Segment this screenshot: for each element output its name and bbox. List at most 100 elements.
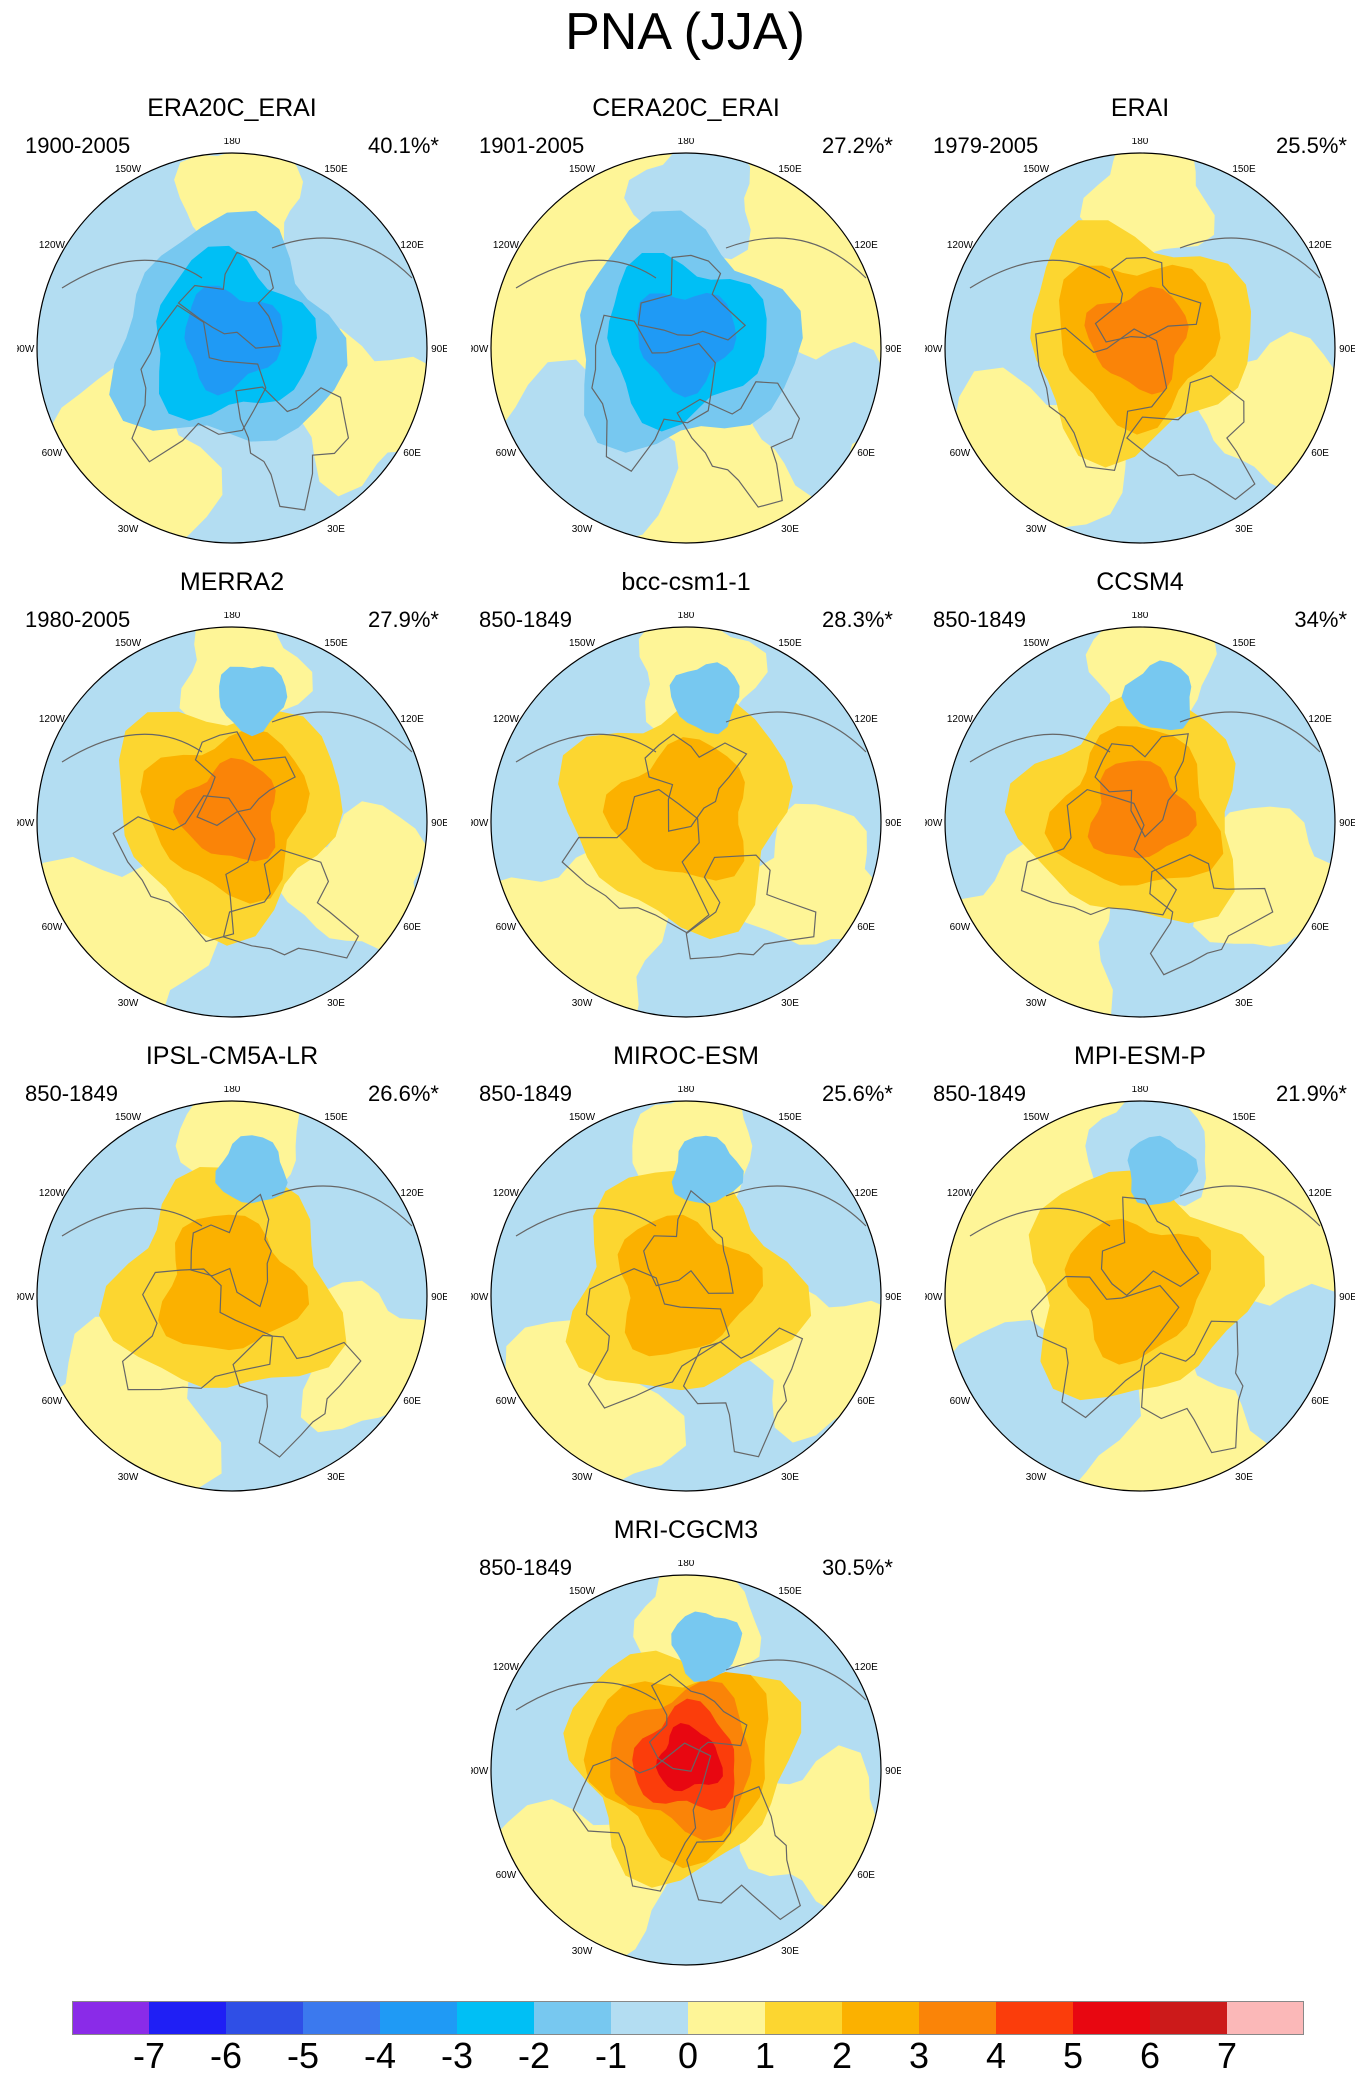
coastline	[515, 1681, 657, 1711]
colorbar-bin	[765, 2002, 843, 2034]
longitude-label: 90W	[17, 818, 35, 829]
coastline	[969, 259, 1111, 289]
polar-map: 180 150E 120E 90E 60E 30E 0 30W 60W 90W 120W 150W	[17, 1086, 447, 1501]
panel-title: MRI-CGCM3	[613, 1516, 759, 1544]
coastline	[572, 1742, 712, 1892]
colorbar-label: 4	[985, 2035, 1007, 2076]
colorbar	[72, 2001, 1304, 2035]
map-border	[36, 626, 428, 1018]
map-border	[944, 626, 1336, 1018]
longitude-label: 150W	[1023, 164, 1050, 175]
coastline	[1020, 788, 1178, 916]
longitude-label: 120W	[493, 1662, 520, 1673]
panel-title: CERA20C_ERAI	[592, 94, 780, 122]
longitude-label: 120E	[854, 1662, 878, 1673]
longitude-label: 30W	[572, 1472, 593, 1483]
colorbar-label: 2	[831, 2035, 853, 2076]
colorbar-bin	[72, 2002, 150, 2034]
longitude-label: 60W	[496, 1870, 517, 1881]
longitude-label: 60E	[857, 448, 875, 459]
colorbar-label: 7	[1216, 2035, 1238, 2076]
longitude-label: 60W	[42, 1396, 63, 1407]
coastline	[515, 259, 657, 289]
longitude-label: 60W	[42, 448, 63, 459]
anomaly-contour	[617, 1214, 763, 1357]
longitude-label: 150W	[115, 638, 142, 649]
longitude-label: 30W	[118, 1472, 139, 1483]
coastline	[686, 1785, 802, 1921]
longitude-label: 30E	[781, 1946, 799, 1957]
longitude-label: 120E	[1308, 240, 1332, 251]
longitude-label: 90W	[471, 818, 489, 829]
longitude-label: 180	[224, 138, 241, 147]
coastline	[643, 1189, 734, 1294]
longitude-label: 150E	[778, 1112, 802, 1123]
anomaly-contour	[1087, 760, 1197, 859]
longitude-label: 0	[1137, 552, 1143, 553]
longitude-label: 120W	[493, 714, 520, 725]
map-border	[944, 1100, 1336, 1492]
panel-variance: 25.5%*	[1276, 133, 1347, 158]
colorbar-labels: -7 -6 -5 -4 -3 -2 -1 0 1 2 3 4 5 6 7	[0, 2036, 1370, 2082]
panel-variance: 25.6%*	[822, 1081, 893, 1106]
longitude-label: 90W	[471, 1292, 489, 1303]
longitude-label: 150E	[778, 164, 802, 175]
coastline	[61, 1207, 203, 1237]
longitude-label: 0	[1137, 1026, 1143, 1027]
field-layer	[37, 627, 427, 1017]
longitude-label: 150E	[324, 1112, 348, 1123]
longitude-label: 60E	[403, 448, 421, 459]
coastline	[194, 731, 296, 827]
colorbar-bin	[919, 2002, 997, 2034]
secondary-center	[1127, 1135, 1199, 1206]
longitude-label: 150W	[569, 1112, 596, 1123]
panel-period: 1980-2005	[25, 607, 131, 632]
coastline	[969, 733, 1111, 763]
longitude-label: 120W	[947, 714, 974, 725]
coastline	[1140, 1320, 1244, 1454]
colorbar-bin	[842, 2002, 920, 2034]
longitude-label: 150E	[778, 1586, 802, 1597]
field-band	[729, 803, 881, 945]
colorbar-label: 6	[1139, 2035, 1161, 2076]
coastline	[1094, 256, 1202, 343]
colorbar-label: 5	[1062, 2035, 1084, 2076]
anomaly-contour	[184, 285, 283, 396]
field-layer	[491, 1575, 881, 1965]
longitude-label: 30W	[572, 998, 593, 1009]
field-layer	[37, 1101, 427, 1491]
coastline	[725, 237, 867, 279]
panel-title: ERA20C_ERAI	[147, 94, 317, 122]
colorbar-label: -5	[286, 2035, 319, 2076]
longitude-label: 120E	[854, 714, 878, 725]
panel-period: 1901-2005	[479, 133, 585, 158]
map-panel: ERA20C_ERAI 1900-2005 40.1%* 180 150E 120E…	[17, 93, 447, 553]
longitude-label: 90E	[885, 1292, 901, 1303]
coastline	[1179, 1185, 1321, 1227]
longitude-label: 0	[683, 1500, 689, 1501]
longitude-label: 30W	[572, 524, 593, 535]
coastline	[515, 1207, 657, 1237]
longitude-label: 120W	[39, 240, 66, 251]
panel-title: MPI-ESM-P	[1074, 1042, 1206, 1070]
longitude-label: 150W	[569, 1586, 596, 1597]
secondary-center	[671, 1611, 743, 1682]
polar-map: 180 150E 120E 90E 60E 30E 0 30W 60W 90W 120W 150W	[471, 1086, 901, 1501]
colorbar-bin	[303, 2002, 381, 2034]
longitude-label: 30W	[572, 1946, 593, 1957]
map-panel: bcc-csm1-1 850-1849 28.3%* 180 150E 120E 90…	[471, 567, 901, 1027]
map-border	[944, 152, 1336, 544]
longitude-label: 90E	[885, 1766, 901, 1777]
longitude-label: 120E	[1308, 1188, 1332, 1199]
coastline	[222, 849, 360, 959]
field-band	[273, 801, 427, 958]
coastline	[591, 314, 716, 472]
panel-title: ERAI	[1110, 94, 1170, 122]
field-layer	[945, 1101, 1335, 1491]
coastline	[61, 259, 203, 289]
longitude-label: 90W	[925, 818, 943, 829]
colorbar-bin	[380, 2002, 458, 2034]
coastline	[1094, 733, 1189, 838]
field-layer	[37, 153, 427, 543]
longitude-label: 90E	[431, 344, 447, 355]
